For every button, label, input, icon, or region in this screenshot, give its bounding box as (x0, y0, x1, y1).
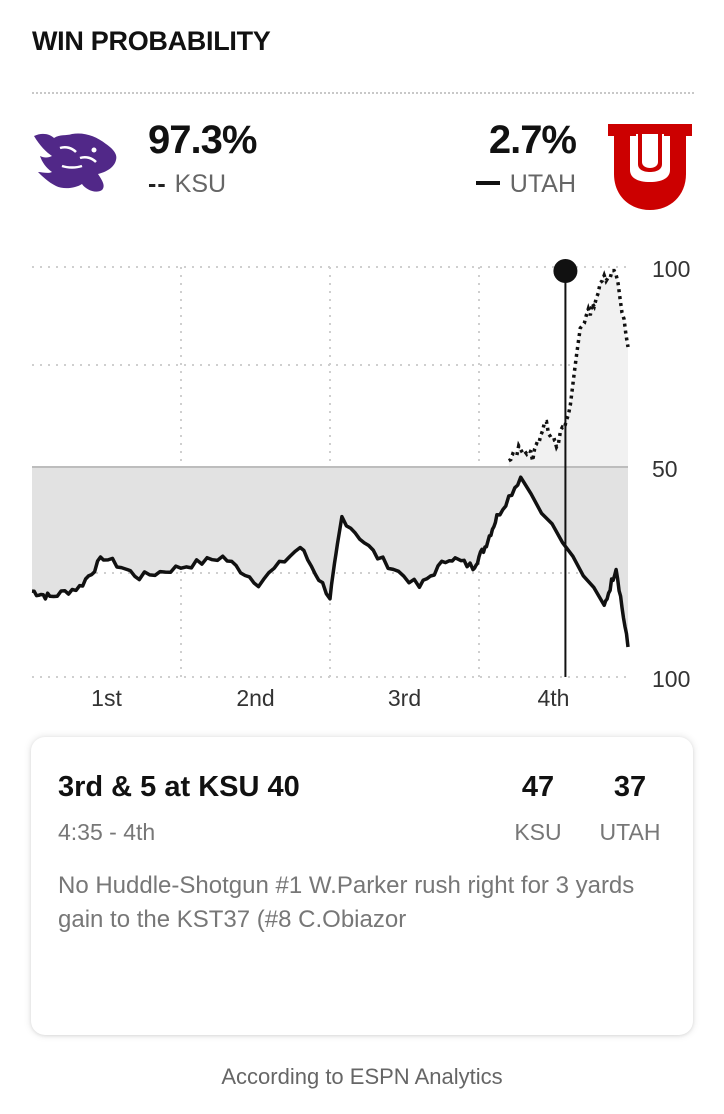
ksu-abbr: KSU (174, 170, 227, 198)
game-clock: 4:35 - 4th (58, 819, 156, 845)
utah-score-label: UTAH (599, 819, 661, 845)
attribution: According to ESPN Analytics (221, 1064, 503, 1089)
x-tick-label-1st: 1st (91, 685, 122, 711)
page-title: WIN PROBABILITY (32, 26, 271, 56)
down-distance: 3rd & 5 at KSU 40 (58, 771, 300, 803)
utah-area-fill (32, 467, 628, 647)
y-tick-label-1: 50 (652, 456, 678, 482)
current-play-marker-dot (553, 259, 578, 283)
dotted-line-legend: -- (148, 170, 167, 198)
ksu-area-fill (508, 270, 628, 467)
utah-block-u-logo-icon (608, 124, 692, 210)
utah-abbr: UTAH (509, 170, 576, 198)
ksu-win-pct: 97.3% (148, 118, 257, 162)
ksu-score: 47 (521, 771, 555, 803)
win-probability-chart[interactable]: 100 50 100 1st 2nd 3rd 4th (0, 230, 724, 720)
x-tick-label-3rd: 3rd (388, 685, 421, 711)
x-tick-label-2nd: 2nd (236, 685, 274, 711)
utah-legend: 2.7% UTAH (475, 118, 577, 220)
ksu-wildcat-logo-icon (34, 133, 117, 192)
ksu-legend: 97.3% -- KSU (148, 118, 257, 220)
x-tick-label-4th: 4th (538, 685, 570, 711)
y-tick-label-2: 100 (652, 666, 690, 692)
y-tick-label-0: 100 (652, 256, 690, 282)
header-divider (32, 92, 694, 94)
utah-score: 37 (613, 771, 647, 803)
utah-win-pct: 2.7% (488, 118, 577, 162)
play-description: No Huddle-Shotgun #1 W.Parker rush right… (58, 872, 635, 933)
ksu-score-label: KSU (514, 819, 562, 845)
play-card[interactable]: 3rd & 5 at KSU 40 4:35 - 4th 47 37 KSU U… (31, 737, 693, 1035)
solid-line-legend (475, 181, 500, 186)
utah-series-line (31, 475, 630, 648)
